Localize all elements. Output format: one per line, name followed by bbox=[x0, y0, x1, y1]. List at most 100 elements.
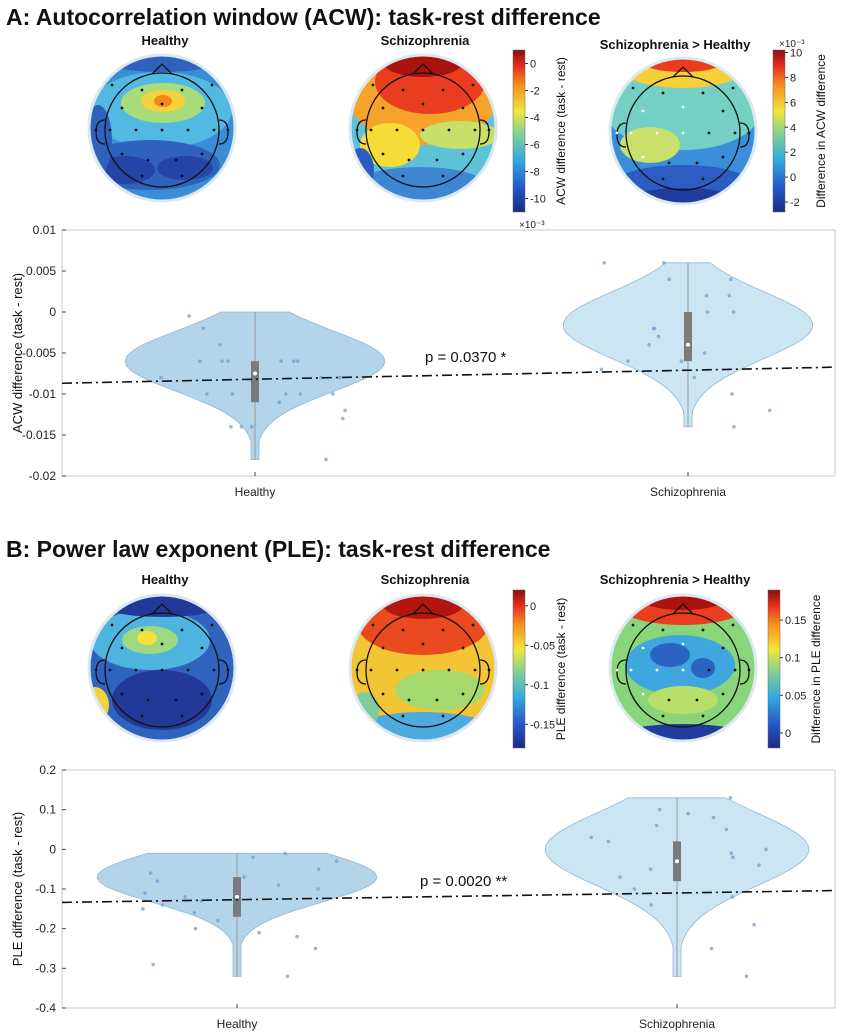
electrode-dot bbox=[667, 161, 671, 165]
data-point bbox=[257, 930, 261, 935]
colorbar: 10 8 6 4 2 0 -2 ×10⁻³ Difference in ACW differen… bbox=[772, 39, 828, 213]
colorbar-gradient bbox=[772, 49, 786, 213]
electrode-dot bbox=[140, 174, 144, 178]
data-point bbox=[632, 887, 637, 891]
electrode-dot bbox=[681, 105, 685, 109]
data-point bbox=[705, 310, 710, 314]
data-point bbox=[239, 425, 244, 429]
x-tick-label: Schizophrenia bbox=[650, 485, 726, 499]
electrode-dot bbox=[447, 128, 451, 132]
y-tick-label: -0.1 bbox=[35, 882, 56, 896]
colorbar-tick-label: 8 bbox=[790, 72, 796, 84]
electrode-dot bbox=[441, 628, 445, 632]
y-tick-label: 0 bbox=[49, 842, 56, 856]
data-point bbox=[711, 815, 716, 820]
y-tick-label: -0.005 bbox=[22, 346, 56, 360]
data-point bbox=[251, 855, 255, 860]
data-point bbox=[276, 883, 281, 887]
data-point bbox=[709, 946, 714, 951]
data-point bbox=[334, 859, 339, 864]
data-point bbox=[284, 392, 288, 396]
colorbar: 0 -2 -4 -6 -8 -10 ×10⁻³ ACW difference (task - … bbox=[512, 49, 568, 231]
median-dot bbox=[686, 342, 690, 347]
data-point bbox=[679, 359, 684, 364]
electrode-dot bbox=[160, 642, 164, 646]
data-point bbox=[313, 946, 318, 951]
colorbar-tick-label: 4 bbox=[790, 122, 796, 134]
x-tick-label: Healthy bbox=[235, 485, 276, 499]
data-point bbox=[704, 293, 709, 298]
electrode-dot bbox=[661, 91, 665, 95]
electrode-dot bbox=[200, 152, 204, 156]
electrode-dot bbox=[120, 692, 124, 696]
data-point bbox=[192, 911, 197, 915]
electrode-dot bbox=[441, 174, 445, 178]
y-tick-label: -0.3 bbox=[35, 961, 56, 975]
colorbar-tick-label: 10 bbox=[790, 47, 802, 59]
electrode-dot bbox=[461, 646, 465, 650]
y-tick-label: -0.2 bbox=[35, 922, 56, 936]
data-point bbox=[292, 359, 296, 364]
data-point bbox=[732, 425, 736, 429]
data-point bbox=[589, 835, 594, 840]
data-point bbox=[731, 310, 736, 314]
data-point bbox=[702, 351, 707, 355]
trend-line bbox=[61, 889, 836, 904]
colorbar-tick-label: -2 bbox=[790, 197, 800, 209]
data-point bbox=[752, 922, 756, 927]
electrode-dot bbox=[661, 628, 665, 632]
colorbar-tick-label: 0 bbox=[530, 601, 536, 613]
electrode-dot bbox=[731, 623, 735, 627]
data-point bbox=[686, 811, 690, 816]
data-point bbox=[764, 847, 768, 852]
colorbar-tick-label: 6 bbox=[790, 97, 796, 109]
topomap-a-difference bbox=[608, 56, 758, 206]
data-point bbox=[730, 392, 734, 396]
electrode-dot bbox=[210, 623, 214, 627]
electrode-dot bbox=[701, 714, 705, 718]
electrode-dot bbox=[641, 109, 645, 113]
electrode-dot bbox=[441, 714, 445, 718]
electrode-dot bbox=[381, 106, 385, 110]
electrode-dot bbox=[641, 646, 645, 650]
data-point bbox=[767, 408, 772, 413]
data-point bbox=[277, 400, 282, 405]
y-tick-label: -0.02 bbox=[29, 469, 57, 483]
p-value-label: p = 0.0370 * bbox=[425, 349, 506, 366]
electrode-dot bbox=[721, 155, 725, 159]
topomap-a-schizophrenia bbox=[348, 53, 498, 203]
data-point bbox=[667, 277, 671, 282]
electrode-dot bbox=[355, 128, 359, 132]
data-point bbox=[285, 974, 290, 979]
electrode-dot bbox=[140, 628, 144, 632]
data-point bbox=[230, 392, 235, 396]
data-point bbox=[220, 359, 224, 364]
data-point bbox=[606, 839, 611, 844]
x-tick-label: Healthy bbox=[217, 1017, 258, 1031]
data-point bbox=[159, 375, 163, 380]
colorbar-tick-label: -0.15 bbox=[530, 719, 555, 731]
electrode-dot bbox=[160, 102, 164, 106]
electrode-dot bbox=[401, 628, 405, 632]
data-point bbox=[205, 392, 209, 396]
electrode-dot bbox=[369, 668, 373, 672]
electrode-dot bbox=[681, 131, 685, 135]
colorbar-tick-label: 0 bbox=[785, 728, 791, 740]
colorbar-tick-label: 0.05 bbox=[785, 690, 806, 702]
data-point bbox=[731, 855, 735, 860]
electrode-dot bbox=[407, 158, 411, 162]
y-axis-label: ACW difference (task - rest) bbox=[10, 273, 25, 433]
electrode-dot bbox=[180, 174, 184, 178]
violin-chart-acw: -0.02 -0.015 -0.01 -0.005 0 0.005 0.01 ACW diff… bbox=[10, 223, 836, 499]
electrode-dot bbox=[615, 131, 619, 135]
electrode-dot bbox=[701, 91, 705, 95]
colorbar: 0.15 0.1 0.05 0 Difference in PLE difference bbox=[767, 589, 823, 749]
topomap-a-schizophrenia-title: Schizophrenia bbox=[380, 33, 470, 48]
data-point bbox=[283, 851, 288, 856]
electrode-dot bbox=[200, 692, 204, 696]
data-point bbox=[218, 343, 222, 347]
data-point bbox=[652, 326, 657, 331]
data-point bbox=[242, 875, 246, 879]
electrode-dot bbox=[447, 668, 451, 672]
colorbar-gradient bbox=[512, 49, 526, 213]
